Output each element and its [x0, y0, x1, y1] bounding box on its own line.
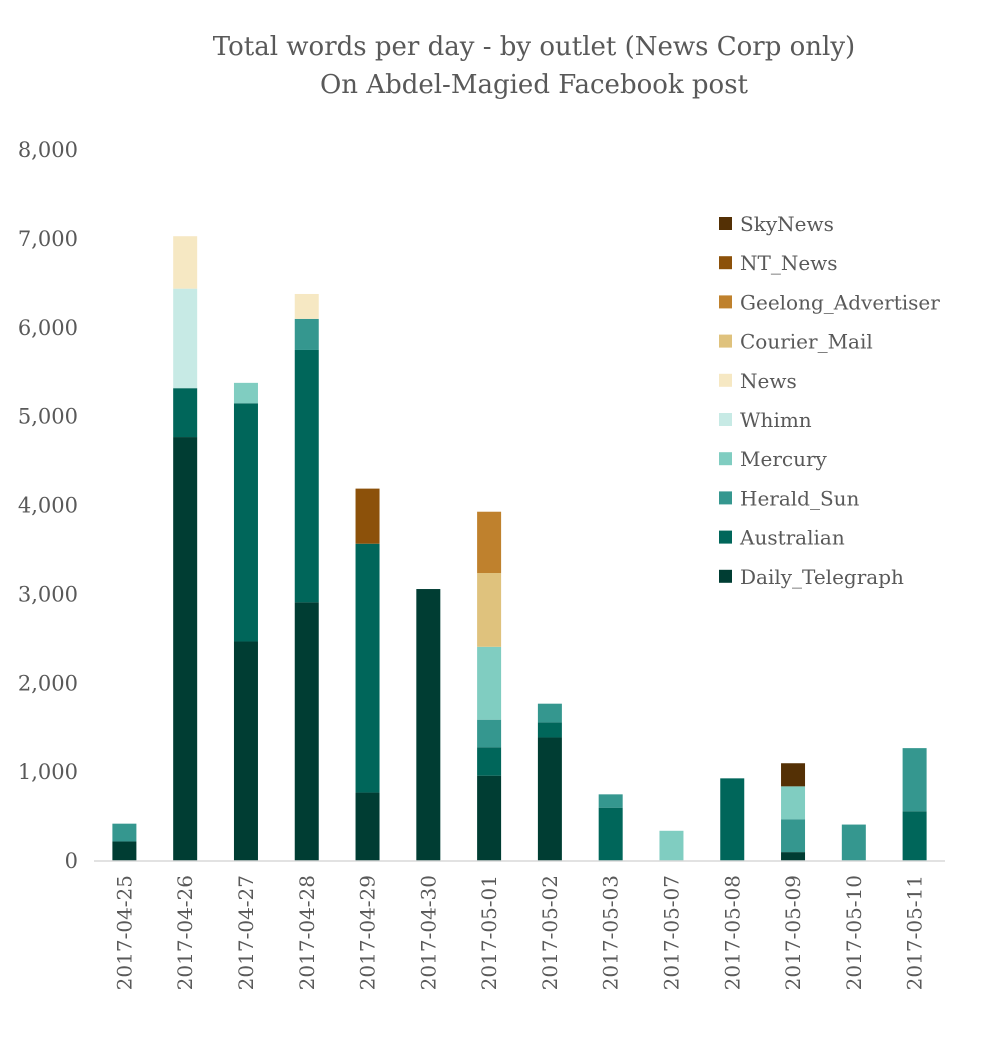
bar-segment-herald-sun	[537, 703, 562, 723]
legend-label: Courier_Mail	[740, 330, 873, 354]
y-tick-label: 7,000	[18, 227, 78, 251]
bar-segment-daily-telegraph	[416, 589, 441, 861]
x-tick-label: 2017-05-08	[720, 875, 744, 990]
bar-segment-daily-telegraph	[781, 852, 806, 861]
bar-segment-australian	[537, 722, 562, 738]
y-tick-label: 5,000	[18, 405, 78, 429]
bar-segment-australian	[720, 778, 745, 861]
y-tick-label: 1,000	[18, 760, 78, 784]
x-tick-label: 2017-05-07	[659, 875, 683, 990]
bar-segment-daily-telegraph	[355, 792, 380, 861]
legend-label: SkyNews	[740, 212, 834, 236]
bar-segment-herald-sun	[477, 719, 502, 748]
bar-segment-whimn	[173, 288, 198, 389]
bar-segment-daily-telegraph	[233, 641, 258, 861]
bar-segment-daily-telegraph	[537, 737, 562, 861]
legend-swatch	[719, 569, 732, 583]
bar-segment-geelong-advertiser	[477, 511, 502, 574]
bar-segment-daily-telegraph	[112, 841, 137, 861]
bar-segment-mercury	[659, 830, 684, 861]
legend-label: Mercury	[740, 447, 828, 471]
x-tick-label: 2017-05-09	[781, 875, 805, 990]
legend-swatch	[719, 295, 732, 309]
bar-segment-herald-sun	[598, 794, 623, 808]
y-tick-label: 4,000	[18, 494, 78, 518]
y-tick-label: 3,000	[18, 582, 78, 606]
x-tick-label: 2017-05-03	[599, 875, 623, 990]
x-tick-label: 2017-04-26	[173, 875, 197, 990]
legend-label: Daily_Telegraph	[740, 565, 904, 589]
bar-segment-australian	[355, 543, 380, 793]
chart-title: Total words per day - by outlet (News Co…	[213, 32, 855, 62]
bar-segment-australian	[233, 403, 258, 642]
legend-swatch	[719, 491, 732, 505]
legend-swatch	[719, 413, 732, 426]
bar-segment-herald-sun	[781, 819, 806, 853]
bar-segment-australian	[598, 807, 623, 861]
x-tick-label: 2017-04-28	[295, 875, 319, 990]
legend-swatch	[719, 373, 732, 387]
legend-swatch	[719, 256, 732, 270]
bars-layer	[112, 236, 927, 861]
y-tick-label: 0	[65, 849, 78, 873]
legend-label: News	[740, 369, 797, 393]
bar-segment-mercury	[477, 646, 502, 720]
bar-segment-australian	[477, 747, 502, 776]
bar-segment-nt-news	[355, 488, 380, 544]
legend-label: Whimn	[740, 408, 812, 432]
chart-subtitle: On Abdel-Magied Facebook post	[320, 70, 749, 100]
bar-segment-daily-telegraph	[477, 775, 502, 861]
bar-segment-daily-telegraph	[173, 437, 198, 861]
y-axis: 0 1,000 2,000 3,000 4,000 5,000 6,000 7,000 8,00…	[18, 138, 78, 873]
bar-segment-daily-telegraph	[294, 602, 319, 861]
legend-label: Geelong_Advertiser	[740, 290, 940, 314]
x-tick-label: 2017-04-29	[356, 875, 380, 990]
bar-segment-mercury	[233, 382, 258, 404]
bar-segment-news	[294, 293, 319, 319]
legend-swatch	[719, 530, 732, 544]
bar-segment-news	[173, 236, 198, 289]
x-tick-label: 2017-04-30	[416, 875, 440, 990]
bar-segment-mercury	[781, 786, 806, 820]
bar-segment-australian	[173, 388, 198, 438]
bar-segment-herald-sun	[902, 748, 927, 812]
legend: SkyNews NT_News Geelong_Advertiser Courier_…	[719, 212, 940, 589]
y-tick-label: 8,000	[18, 138, 78, 162]
x-tick-label: 2017-04-25	[112, 875, 136, 990]
legend-swatch	[719, 217, 732, 230]
bar-segment-herald-sun	[841, 824, 866, 861]
legend-swatch	[719, 334, 732, 348]
legend-label: Australian	[739, 526, 845, 550]
y-tick-label: 2,000	[18, 671, 78, 695]
x-tick-label: 2017-05-01	[477, 875, 501, 990]
legend-label: Herald_Sun	[740, 486, 860, 510]
x-tick-label: 2017-05-10	[842, 875, 866, 990]
legend-swatch	[719, 452, 732, 466]
x-tick-label: 2017-05-02	[538, 875, 562, 990]
x-axis: 2017-04-25 2017-04-26 2017-04-27 2017-04-28…	[112, 875, 926, 990]
x-tick-label: 2017-04-27	[234, 875, 258, 990]
bar-segment-courier-mail	[477, 573, 502, 647]
bar-segment-australian	[294, 349, 319, 603]
bar-segment-herald-sun	[294, 318, 319, 350]
x-tick-label: 2017-05-11	[903, 875, 927, 990]
bar-segment-skynews	[781, 763, 806, 787]
bar-segment-herald-sun	[112, 823, 137, 842]
legend-label: NT_News	[740, 251, 838, 275]
y-tick-label: 6,000	[18, 316, 78, 340]
bar-segment-australian	[902, 811, 927, 861]
